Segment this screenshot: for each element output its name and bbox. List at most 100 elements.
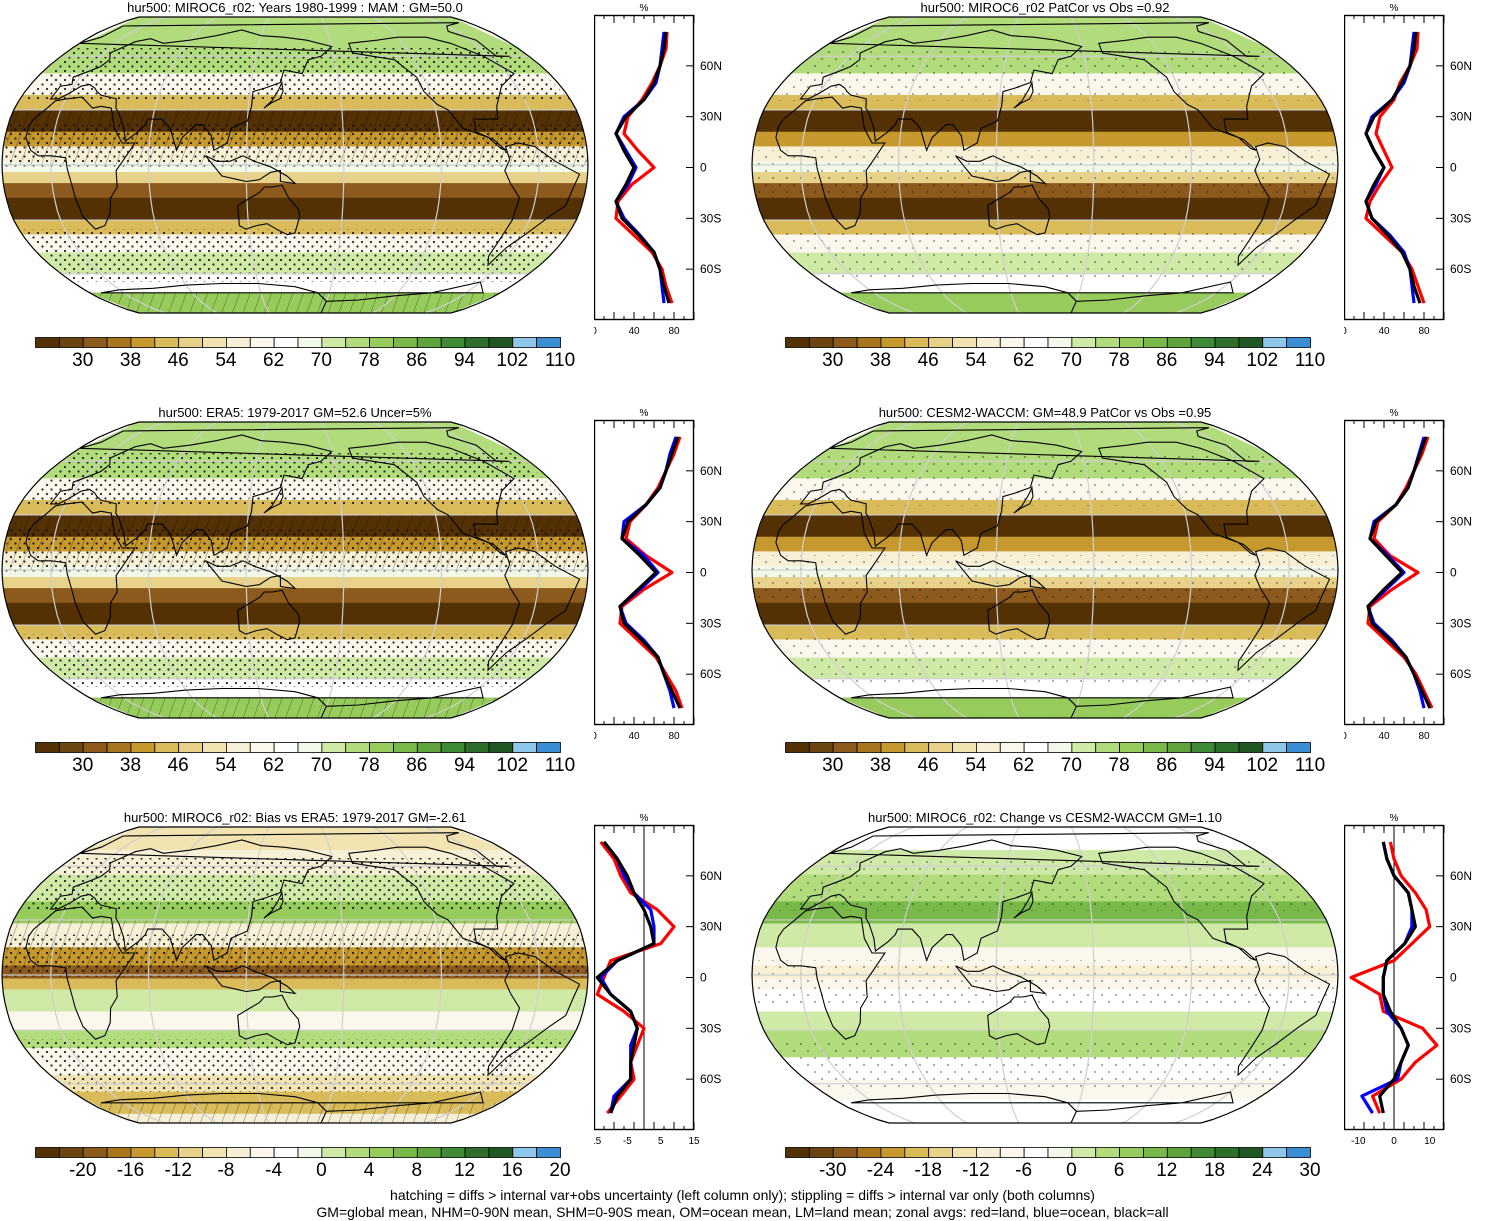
graticule	[2, 17, 588, 313]
coastline-antarctica	[851, 1091, 1234, 1123]
zonal-lat-label: 60N	[700, 869, 722, 883]
colorbar-box	[249, 742, 275, 753]
colorbar-box	[1095, 742, 1120, 753]
coastline-indonesia	[955, 155, 1047, 185]
colorbar-box	[321, 742, 347, 753]
colorbar-label: 12	[453, 1160, 476, 1181]
field-band	[839, 292, 1251, 313]
zonal-lat-label: 30S	[700, 211, 721, 225]
colorbar-label: 78	[1108, 755, 1130, 776]
coastline-japan	[1013, 485, 1034, 514]
coastline-south-america	[487, 142, 581, 267]
colorbar-label: 78	[358, 350, 380, 371]
colorbar-box	[785, 1147, 810, 1158]
zonal-x-tick-label: 80	[668, 731, 680, 739]
zonal-lat-label: 60S	[700, 667, 721, 681]
colorbar-label: -12	[962, 1160, 990, 1181]
colorbar-label: 4	[363, 1160, 375, 1181]
zonal-lat-label: 60S	[1450, 1072, 1471, 1086]
colorbar-box	[297, 337, 323, 348]
zonal-lat-label: 0	[700, 971, 707, 985]
colorbar-box	[1262, 742, 1288, 753]
colorbar-label: 110	[544, 350, 576, 371]
colorbar-label: 94	[453, 350, 476, 371]
colorbar-box	[1190, 1147, 1216, 1158]
colorbar-box	[106, 337, 132, 348]
colorbar-box	[58, 337, 84, 348]
colorbar-box	[345, 337, 370, 348]
colorbar-label: 16	[501, 1160, 523, 1181]
colorbar-label: 62	[1013, 755, 1035, 776]
coastline-greenland	[829, 832, 1260, 867]
colorbar-label: 94	[453, 755, 476, 776]
zonal-frame	[1344, 419, 1445, 726]
colorbar-box	[345, 742, 370, 753]
zonal-curve-all	[618, 436, 682, 709]
colorbar-box	[1143, 337, 1168, 348]
colorbar-label: 38	[869, 755, 892, 776]
zonal-x-tick-label: 80	[1418, 326, 1430, 334]
coastline-australia	[237, 184, 301, 236]
colorbar-box	[976, 1147, 1001, 1158]
map-outline	[751, 421, 1339, 719]
coastline-japan	[1013, 80, 1034, 109]
colorbar-box	[249, 337, 275, 348]
zonal-x-tick-label: 80	[1418, 731, 1430, 739]
robinson-map	[751, 421, 1339, 719]
colorbar-label: 30	[72, 350, 94, 371]
coastline-south-america	[1237, 547, 1331, 672]
colorbar-label: 38	[119, 755, 142, 776]
colorbar-box	[106, 742, 132, 753]
colorbar-label: -6	[1015, 1160, 1033, 1181]
colorbar-box	[904, 742, 930, 753]
colorbar-box	[440, 742, 466, 753]
colorbar-box	[273, 1147, 299, 1158]
colorbar-box	[880, 1147, 906, 1158]
colorbar-label: -30	[818, 1160, 847, 1181]
colorbar-box	[928, 1147, 953, 1158]
colorbar-box	[154, 1147, 180, 1158]
coastline-japan	[263, 890, 284, 919]
zonal-curve-land	[614, 31, 674, 304]
colorbar-label: 102	[1246, 755, 1279, 776]
colorbar-labels: -20 -16 -12 -8 -4 0 4 8 12 16 20	[35, 1160, 571, 1184]
colorbar-box	[1023, 742, 1049, 753]
colorbar-box	[1286, 1147, 1311, 1158]
colorbar-label: 54	[215, 755, 237, 776]
colorbar-box	[369, 337, 394, 348]
zonal-curve-all	[1378, 841, 1417, 1114]
field-band	[84, 827, 506, 851]
coastline-greenland	[79, 22, 510, 57]
map-outline	[751, 16, 1339, 314]
colorbar-label: 102	[1246, 350, 1279, 371]
colorbar-box	[1143, 1147, 1168, 1158]
graticule	[752, 422, 1338, 718]
colorbar-label: -20	[68, 1160, 97, 1181]
colorbar-label: 78	[1108, 350, 1130, 371]
map-field	[2, 827, 588, 1123]
colorbar-box	[35, 337, 60, 348]
colorbar-box	[440, 337, 466, 348]
colorbar	[785, 1147, 1311, 1158]
colorbar-box	[1238, 1147, 1264, 1158]
colorbar-box	[82, 742, 108, 753]
zonal-curve-ocean	[618, 436, 678, 709]
colorbar-box	[1119, 337, 1144, 348]
zonal-lat-label: 60N	[700, 59, 722, 73]
colorbar-box	[321, 1147, 347, 1158]
coastline-australia	[237, 589, 301, 641]
colorbar-box	[58, 1147, 84, 1158]
coastline-indonesia	[205, 560, 297, 590]
map-outline	[1, 16, 589, 314]
colorbar-label: 86	[406, 350, 428, 371]
colorbar-box	[1166, 1147, 1192, 1158]
map-title: hur500: MIROC6_r02: Years 1980-1999 : MA…	[127, 0, 463, 15]
colorbar-labels: 30 38 46 54 62 70 78 86 94 102 110	[785, 350, 1325, 374]
coastline-europe-asia	[799, 29, 1083, 152]
robinson-map	[1, 421, 589, 719]
map-outline	[1, 826, 589, 1124]
zonal-x-tick-label: 15	[688, 1136, 700, 1144]
colorbar-box	[976, 337, 1001, 348]
colorbar-box	[1166, 742, 1192, 753]
zonal-lat-label: 0	[700, 566, 707, 580]
